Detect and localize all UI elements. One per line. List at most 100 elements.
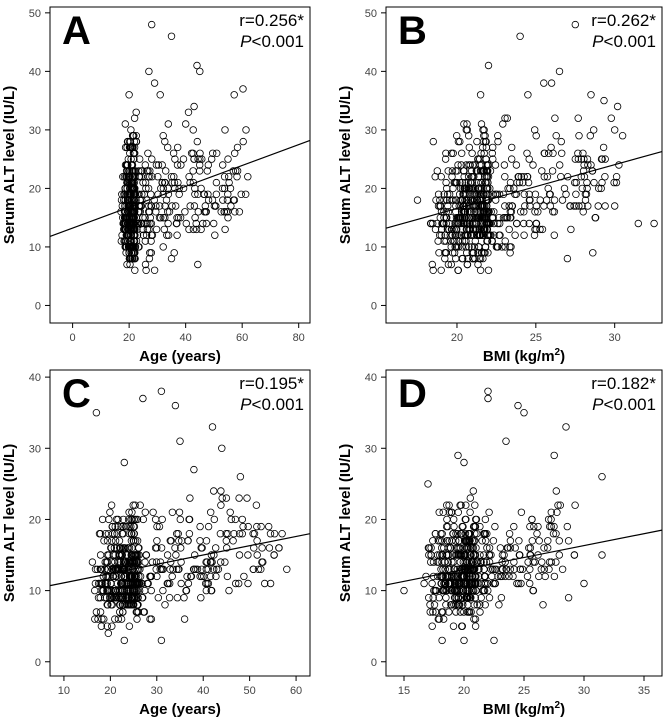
scatter-point — [93, 565, 102, 573]
scatter-point — [466, 190, 475, 198]
scatter-point — [507, 243, 515, 251]
scatter-point — [483, 237, 491, 245]
scatter-point — [133, 615, 141, 623]
scatter-point — [129, 601, 137, 609]
scatter-point-outlier — [484, 61, 493, 70]
scatter-point — [574, 114, 582, 122]
scatter-point — [133, 594, 142, 602]
scatter-point — [528, 515, 536, 524]
scatter-point — [489, 537, 498, 545]
scatter-point — [125, 508, 133, 516]
scatter-point — [471, 594, 479, 602]
scatter-point — [127, 558, 135, 566]
scatter-point — [517, 208, 525, 216]
scatter-point — [141, 213, 149, 222]
scatter-point — [145, 202, 153, 210]
scatter-point-outlier — [562, 423, 570, 431]
scatter-point — [454, 266, 462, 274]
scatter-point — [184, 579, 193, 588]
y-tick-label: 20 — [29, 514, 41, 526]
scatter-point — [471, 161, 479, 169]
scatter-point — [505, 202, 513, 210]
panel-d: 0 10 20 30 40 15 20 25 30 35 D r=0.182* P<0.001 Serum… — [337, 369, 663, 718]
scatter-point — [104, 565, 112, 573]
scatter-point — [574, 155, 583, 163]
scatter-point — [536, 196, 544, 204]
scatter-point — [452, 530, 460, 538]
scatter-point — [468, 149, 476, 157]
scatter-point — [226, 508, 234, 516]
scatter-point — [218, 494, 226, 502]
scatter-point-outlier — [131, 266, 139, 274]
scatter-point — [452, 608, 460, 616]
scatter-point — [443, 184, 451, 193]
scatter-point — [259, 558, 267, 566]
scatter-point — [118, 190, 126, 198]
y-tick-label: 50 — [365, 8, 377, 20]
scatter-point — [471, 530, 479, 538]
scatter-point-outlier — [484, 394, 492, 403]
scatter-point — [139, 231, 148, 239]
scatter-point — [579, 149, 587, 157]
scatter-point — [204, 190, 212, 198]
scatter-point — [114, 615, 123, 623]
scatter-point — [160, 225, 168, 234]
scatter-point — [469, 161, 477, 169]
y-tick-label: 40 — [29, 372, 41, 384]
scatter-point — [489, 143, 497, 152]
scatter-point — [500, 551, 508, 559]
scatter-point — [101, 530, 110, 538]
scatter-point — [440, 237, 448, 245]
scatter-point — [537, 565, 545, 573]
scatter-point — [470, 225, 478, 234]
scatter-point — [545, 558, 554, 566]
scatter-point — [439, 565, 447, 573]
scatter-point — [147, 586, 155, 595]
scatter-point — [117, 572, 125, 581]
scatter-point — [550, 572, 559, 581]
scatter-point — [465, 579, 474, 588]
scatter-point — [94, 579, 103, 588]
scatter-point — [471, 579, 479, 588]
scatter-point — [474, 155, 482, 163]
scatter-point — [465, 161, 473, 169]
scatter-point — [130, 558, 138, 566]
scatter-point — [452, 213, 461, 222]
scatter-point — [481, 243, 489, 251]
scatter-point-outlier — [139, 394, 147, 403]
scatter-point — [254, 565, 263, 573]
scatter-point — [476, 208, 484, 216]
scatter-point — [163, 551, 172, 559]
scatter-point — [524, 178, 533, 187]
scatter-point — [477, 120, 486, 128]
scatter-point — [197, 565, 206, 573]
scatter-point — [578, 184, 586, 193]
scatter-point — [128, 530, 136, 538]
scatter-point — [613, 102, 622, 111]
scatter-point-outlier — [204, 161, 212, 169]
scatter-point — [503, 213, 512, 222]
scatter-point — [108, 537, 116, 545]
scatter-point — [454, 243, 463, 251]
correlation-coefficient: r=0.262* — [591, 11, 656, 30]
scatter-point — [469, 254, 477, 263]
x-tick-label: 30 — [609, 332, 621, 344]
scatter-point — [221, 225, 229, 234]
y-tick-label: 30 — [29, 125, 41, 137]
scatter-point — [428, 579, 436, 588]
scatter-point — [135, 243, 143, 251]
y-axis-label: Serum ALT level (IU/L) — [1, 444, 18, 602]
scatter-point — [436, 196, 444, 204]
scatter-point — [113, 530, 121, 538]
scatter-point — [120, 172, 129, 181]
scatter-point — [506, 544, 515, 552]
scatter-point — [253, 537, 261, 545]
scatter-point — [118, 551, 126, 559]
scatter-point — [420, 579, 428, 588]
scatter-point — [442, 579, 450, 588]
scatter-point-outlier — [167, 32, 176, 40]
p-value-symbol: P — [240, 395, 252, 414]
scatter-point — [164, 231, 173, 239]
scatter-point — [135, 586, 144, 595]
scatter-point — [159, 190, 167, 198]
